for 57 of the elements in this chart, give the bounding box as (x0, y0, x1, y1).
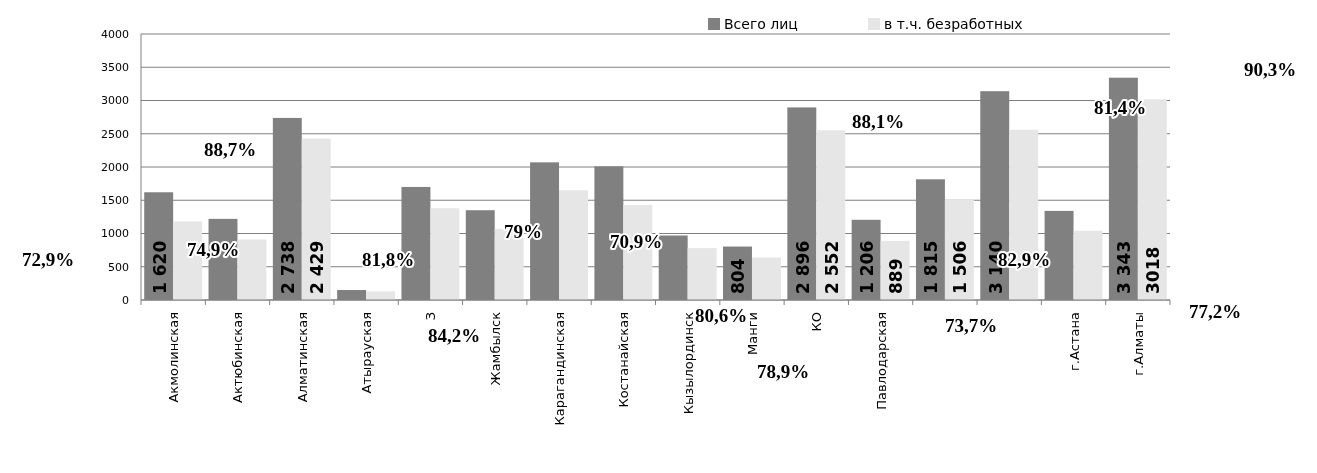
bar (559, 190, 588, 300)
y-tick-label: 3500 (101, 61, 129, 75)
x-tick-label: Акмолинская (166, 312, 182, 403)
text: 77,2% (1188, 301, 1242, 322)
legend-label: в т.ч. безработных (884, 16, 1023, 32)
data-label: 2 552 (821, 240, 842, 294)
y-tick-label: 1000 (101, 227, 129, 241)
x-tick-label: г.Астана (1066, 312, 1082, 372)
x-tick-label: Актюбинская (230, 312, 246, 404)
x-tick-label: Павлодарская (873, 312, 889, 410)
x-tick-label: Жамбылск (487, 311, 503, 386)
data-label: 1 815 (921, 240, 942, 294)
bar (366, 291, 396, 300)
bar (1073, 230, 1103, 300)
bar (301, 138, 331, 300)
text: 80,6% (694, 305, 748, 326)
data-label: 3 343 (1114, 240, 1135, 294)
annotation: 88,7% (203, 139, 257, 160)
y-tick-label: 2500 (101, 127, 129, 141)
data-label: 889 (886, 258, 907, 294)
y-tick-label: 500 (108, 260, 129, 274)
data-label: 3018 (1143, 246, 1164, 294)
text: 78,9% (756, 361, 810, 382)
bar (816, 130, 846, 300)
data-label: 1 206 (857, 240, 878, 294)
x-tick-label: З (423, 312, 439, 321)
bar (237, 239, 267, 300)
y-tick-label: 2000 (101, 160, 129, 174)
bar (687, 248, 717, 300)
x-tick-label: Алматинская (294, 312, 310, 403)
data-label: 2 738 (278, 240, 299, 294)
legend-label: Всего лиц (724, 16, 798, 32)
y-tick-label: 0 (122, 293, 129, 307)
data-label: 2 429 (307, 240, 328, 294)
data-label: 2 896 (792, 240, 813, 294)
data-label: 1 620 (149, 240, 170, 294)
text: 84,2% (427, 325, 481, 346)
text: 73,7% (944, 315, 998, 336)
bar (430, 208, 460, 300)
text: 72,9% (21, 249, 75, 270)
text: 90,3% (1243, 59, 1297, 80)
y-tick-label: 1500 (101, 194, 129, 208)
data-label: 804 (728, 258, 749, 294)
x-tick-label: Костанайская (616, 312, 632, 408)
x-tick-label: г.Алматы (1130, 312, 1146, 376)
y-tick-label: 3000 (101, 94, 129, 108)
x-tick-label: Атырауская (359, 312, 375, 394)
annotation: 79% (504, 221, 542, 242)
annotation: 70,9% (609, 231, 663, 252)
annotation: 88,1% (851, 111, 905, 132)
annotation: 81,8% (361, 249, 415, 270)
x-tick-label: Карагандинская (552, 312, 568, 426)
x-tick-label: КО (809, 312, 825, 332)
y-tick-label: 4000 (101, 27, 129, 41)
data-label: 1 506 (950, 240, 971, 294)
x-tick-label: Кызылординск (680, 311, 696, 415)
bar (751, 257, 781, 300)
